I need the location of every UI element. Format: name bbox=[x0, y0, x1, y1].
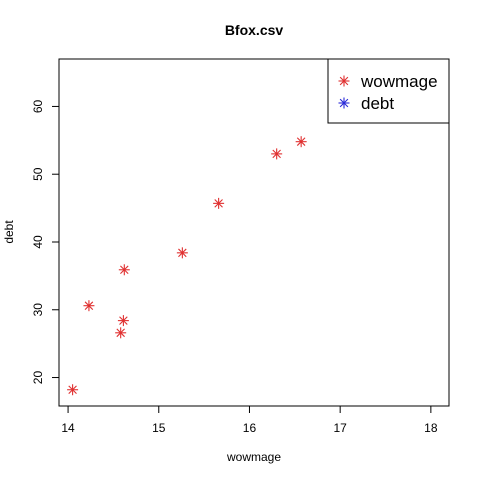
y-tick-label: 40 bbox=[31, 235, 45, 249]
legend-marker bbox=[338, 97, 350, 109]
y-tick-label: 20 bbox=[31, 371, 45, 385]
y-axis: 20 30 40 50 60 bbox=[31, 99, 60, 385]
x-tick-label: 16 bbox=[243, 421, 257, 435]
legend-item: debt bbox=[338, 94, 394, 113]
y-axis-label: debt bbox=[2, 220, 16, 244]
legend-item: wowmage bbox=[338, 72, 438, 91]
legend-label: wowmage bbox=[360, 72, 438, 91]
data-point bbox=[117, 315, 129, 327]
data-points bbox=[67, 136, 307, 396]
x-axis: 14 15 16 17 18 bbox=[61, 405, 438, 435]
x-tick-label: 14 bbox=[61, 421, 75, 435]
data-point bbox=[83, 300, 95, 312]
legend: wowmage debt bbox=[327, 58, 450, 124]
legend-label: debt bbox=[361, 94, 394, 113]
data-point bbox=[295, 136, 307, 148]
x-tick-label: 18 bbox=[424, 421, 438, 435]
legend-marker bbox=[338, 75, 350, 87]
x-tick-label: 17 bbox=[333, 421, 347, 435]
y-tick-label: 60 bbox=[31, 99, 45, 113]
data-point bbox=[213, 197, 225, 209]
y-tick-label: 30 bbox=[31, 303, 45, 317]
legend-box bbox=[327, 58, 450, 124]
y-tick-label: 50 bbox=[31, 167, 45, 181]
x-axis-label: wowmage bbox=[226, 450, 281, 464]
chart-title: Bfox.csv bbox=[225, 22, 284, 38]
data-point bbox=[176, 247, 188, 259]
data-point bbox=[118, 264, 130, 276]
data-point bbox=[271, 148, 283, 160]
data-point bbox=[115, 327, 127, 339]
data-point bbox=[67, 384, 79, 396]
x-tick-label: 15 bbox=[152, 421, 166, 435]
